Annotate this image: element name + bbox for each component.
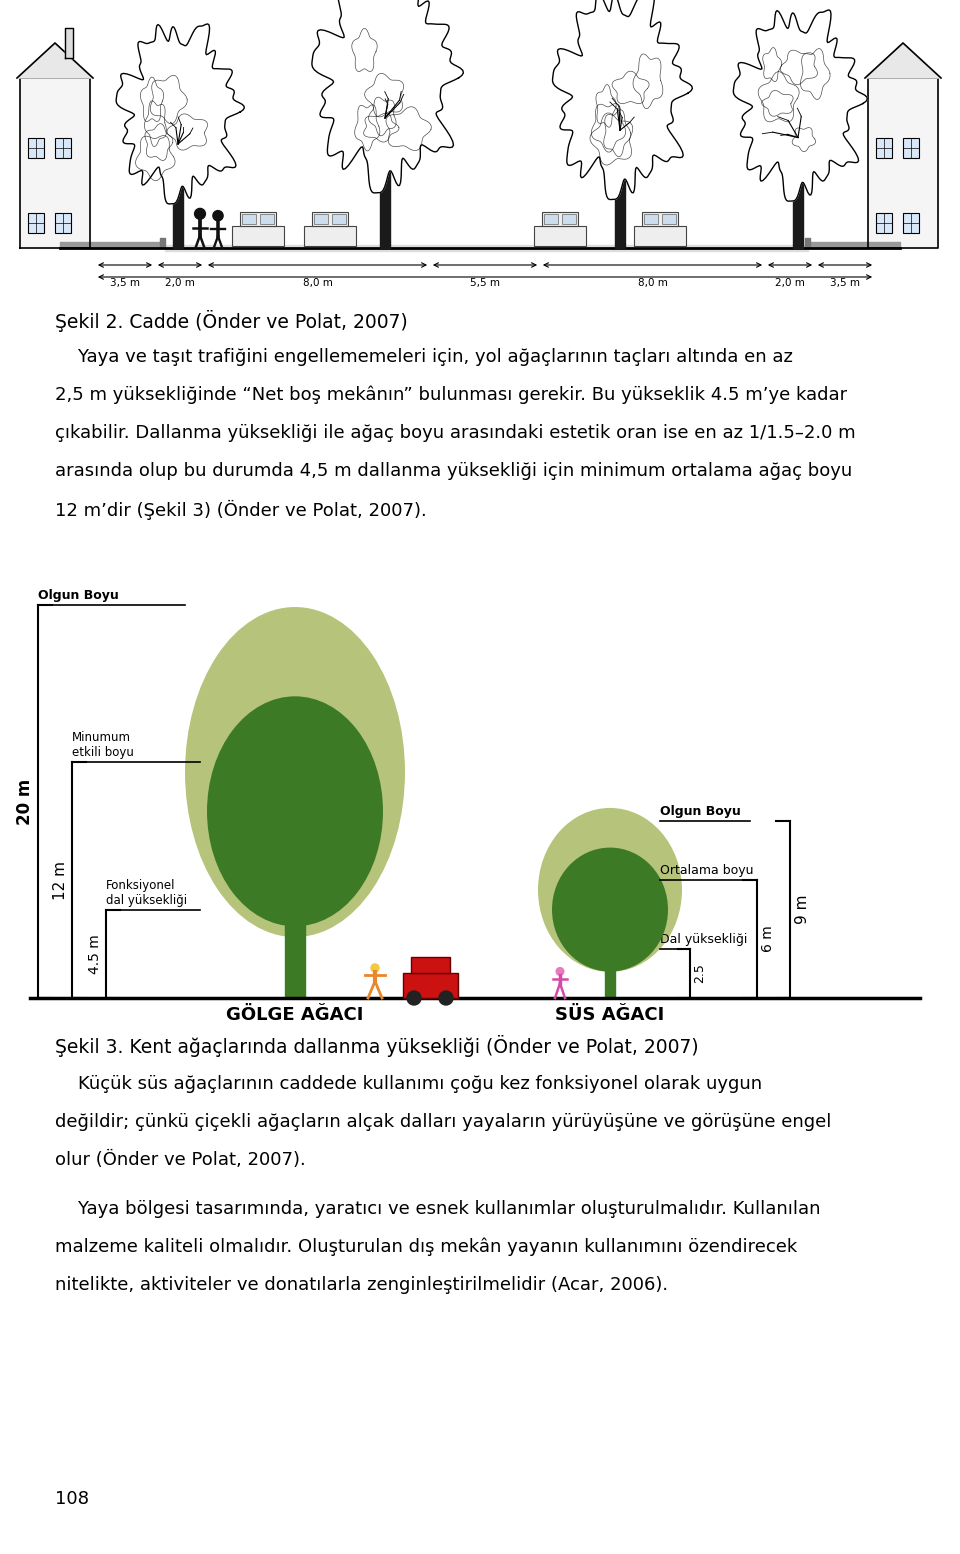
Ellipse shape xyxy=(552,847,668,971)
Bar xyxy=(260,214,274,224)
Text: 3,5 m: 3,5 m xyxy=(830,278,860,287)
Text: Olgun Boyu: Olgun Boyu xyxy=(660,805,741,817)
Text: Şekil 3. Kent ağaçlarında dallanma yüksekliği (Önder ve Polat, 2007): Şekil 3. Kent ağaçlarında dallanma yükse… xyxy=(55,1035,699,1057)
Text: GÖLGE AĞACI: GÖLGE AĞACI xyxy=(227,1005,364,1024)
Bar xyxy=(542,211,578,225)
Bar xyxy=(242,214,256,224)
Text: malzeme kaliteli olmalıdır. Oluşturulan dış mekân yayanın kullanımını özendirece: malzeme kaliteli olmalıdır. Oluşturulan … xyxy=(55,1239,797,1257)
Bar xyxy=(28,138,44,159)
Text: 6 m: 6 m xyxy=(761,926,775,953)
Circle shape xyxy=(407,991,421,1005)
Text: 108: 108 xyxy=(55,1490,89,1507)
Bar xyxy=(534,225,586,246)
Polygon shape xyxy=(312,0,464,193)
Bar xyxy=(562,214,576,224)
Bar xyxy=(634,225,686,246)
Text: SÜS AĞACI: SÜS AĞACI xyxy=(556,1005,664,1024)
Bar xyxy=(876,138,892,159)
Text: 5,5 m: 5,5 m xyxy=(470,278,500,287)
Bar xyxy=(232,225,284,246)
Text: 2.5: 2.5 xyxy=(693,963,706,984)
Bar xyxy=(903,138,919,159)
Polygon shape xyxy=(865,44,941,78)
Circle shape xyxy=(213,211,223,221)
Bar xyxy=(55,213,71,233)
Ellipse shape xyxy=(538,808,682,971)
Bar xyxy=(642,211,678,225)
Bar xyxy=(55,138,71,159)
Ellipse shape xyxy=(185,608,405,937)
Text: arasında olup bu durumda 4,5 m dallanma yüksekliği için minimum ortalama ağaç bo: arasında olup bu durumda 4,5 m dallanma … xyxy=(55,462,852,480)
Text: 8,0 m: 8,0 m xyxy=(302,278,332,287)
Text: Olgun Boyu: Olgun Boyu xyxy=(38,589,119,601)
Text: Dal yüksekliği: Dal yüksekliği xyxy=(660,932,748,946)
Polygon shape xyxy=(553,0,692,199)
Text: 4.5 m: 4.5 m xyxy=(88,934,102,974)
Bar xyxy=(240,211,276,225)
Bar xyxy=(544,214,558,224)
Text: 8,0 m: 8,0 m xyxy=(637,278,667,287)
Bar xyxy=(644,214,658,224)
Text: çıkabilir. Dallanma yüksekliği ile ağaç boyu arasındaki estetik oran ise en az 1: çıkabilir. Dallanma yüksekliği ile ağaç … xyxy=(55,424,855,441)
Circle shape xyxy=(439,991,453,1005)
Text: Minumum
etkili boyu: Minumum etkili boyu xyxy=(72,732,133,760)
Bar xyxy=(314,214,328,224)
Text: 3,5 m: 3,5 m xyxy=(110,278,140,287)
Polygon shape xyxy=(116,23,245,204)
Bar xyxy=(903,213,919,233)
Text: Ortalama boyu: Ortalama boyu xyxy=(660,864,754,876)
Text: Yaya ve taşıt trafiğini engellememeleri için, yol ağaçlarının taçları altında en: Yaya ve taşıt trafiğini engellememeleri … xyxy=(55,348,793,367)
Text: 2,0 m: 2,0 m xyxy=(165,278,195,287)
Text: Küçük süs ağaçlarının caddede kullanımı çoğu kez fonksiyonel olarak uygun: Küçük süs ağaçlarının caddede kullanımı … xyxy=(55,1075,762,1092)
Circle shape xyxy=(556,968,564,976)
Bar xyxy=(662,214,676,224)
Text: 2,0 m: 2,0 m xyxy=(775,278,804,287)
Bar xyxy=(304,225,356,246)
Text: 12 m’dir (Şekil 3) (Önder ve Polat, 2007).: 12 m’dir (Şekil 3) (Önder ve Polat, 2007… xyxy=(55,500,427,521)
Bar xyxy=(28,213,44,233)
Bar xyxy=(411,957,449,973)
Text: değildir; çünkü çiçekli ağaçların alçak dalları yayaların yürüyüşüne ve görüşüne: değildir; çünkü çiçekli ağaçların alçak … xyxy=(55,1113,831,1131)
Bar xyxy=(332,214,346,224)
Text: 2,5 m yüksekliğinde “Net boş mekânın” bulunması gerekir. Bu yükseklik 4.5 m’ye k: 2,5 m yüksekliğinde “Net boş mekânın” bu… xyxy=(55,385,847,404)
Text: Şekil 2. Cadde (Önder ve Polat, 2007): Şekil 2. Cadde (Önder ve Polat, 2007) xyxy=(55,309,408,333)
Bar xyxy=(876,213,892,233)
Text: 12 m: 12 m xyxy=(53,861,68,900)
Bar xyxy=(312,211,348,225)
Text: 9 m: 9 m xyxy=(795,895,810,925)
Text: olur (Önder ve Polat, 2007).: olur (Önder ve Polat, 2007). xyxy=(55,1152,305,1169)
Text: nitelikte, aktiviteler ve donatılarla zenginleştirilmelidir (Acar, 2006).: nitelikte, aktiviteler ve donatılarla ze… xyxy=(55,1276,668,1294)
Ellipse shape xyxy=(207,696,383,926)
Circle shape xyxy=(195,208,205,219)
Polygon shape xyxy=(733,9,867,200)
Bar xyxy=(402,973,458,998)
Circle shape xyxy=(371,963,379,971)
Text: 20 m: 20 m xyxy=(16,779,34,825)
Polygon shape xyxy=(17,44,93,78)
Text: Fonksiyonel
dal yüksekliği: Fonksiyonel dal yüksekliği xyxy=(106,878,187,906)
Text: Yaya bölgesi tasarımında, yaratıcı ve esnek kullanımlar oluşturulmalıdır. Kullan: Yaya bölgesi tasarımında, yaratıcı ve es… xyxy=(55,1200,821,1218)
